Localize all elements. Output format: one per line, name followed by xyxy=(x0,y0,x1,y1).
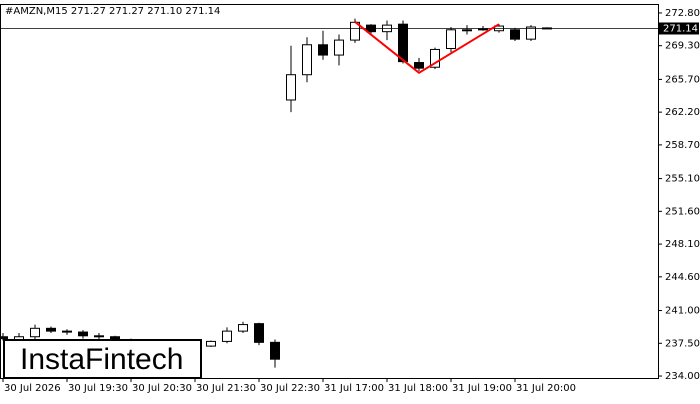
x-tick-label: 31 Jul 18:00 xyxy=(388,383,448,394)
candle-body xyxy=(206,340,216,347)
pattern-line xyxy=(354,21,500,75)
x-tick-label: 30 Jul 21:30 xyxy=(196,383,256,394)
candle-body xyxy=(270,341,280,360)
y-tick-label: 248.10 xyxy=(665,239,700,250)
candle-body xyxy=(510,29,520,40)
candle-body xyxy=(318,44,328,56)
y-tick-label: 237.50 xyxy=(665,338,700,349)
x-tick-label: 30 Jul 19:30 xyxy=(68,383,128,394)
x-tick-label: 31 Jul 19:00 xyxy=(452,383,512,394)
x-tick-label: 30 Jul 22:30 xyxy=(260,383,320,394)
candle-body xyxy=(46,327,56,332)
candle-body xyxy=(398,23,408,63)
y-tick-label: 255.10 xyxy=(665,174,700,185)
candle-body xyxy=(30,327,40,338)
plot-frame xyxy=(0,4,659,379)
candle-body xyxy=(526,26,536,40)
candle-body xyxy=(446,29,456,50)
candle-body xyxy=(222,330,232,342)
chart-header: #AMZN,M15 271.27 271.27 271.10 271.14 xyxy=(5,6,220,17)
candle-body xyxy=(62,330,72,333)
candle-body xyxy=(0,336,8,340)
candle-body xyxy=(478,28,488,31)
y-tick-label: 265.70 xyxy=(665,74,700,85)
candle-body xyxy=(94,335,104,338)
y-tick-label: 272.80 xyxy=(665,8,700,19)
candle-body xyxy=(254,323,264,343)
y-tick-label: 262.20 xyxy=(665,107,700,118)
candle-body xyxy=(302,44,312,76)
watermark-box xyxy=(3,339,202,379)
candle-body xyxy=(414,62,424,69)
x-tick-label: 30 Jul 2026 xyxy=(4,383,61,394)
y-tick-label: 269.30 xyxy=(665,41,700,52)
x-tick-label: 30 Jul 20:30 xyxy=(132,383,192,394)
candle-body xyxy=(78,331,88,337)
y-tick-label: 244.60 xyxy=(665,272,700,283)
candle-body xyxy=(286,74,296,101)
y-tick-label: 234.00 xyxy=(665,371,700,382)
candle-body xyxy=(238,324,248,332)
last-price-box xyxy=(659,22,699,35)
candle-body xyxy=(334,39,344,56)
y-tick-label: 251.60 xyxy=(665,206,700,217)
candle-body xyxy=(430,48,440,68)
candle-body xyxy=(462,29,472,32)
y-tick-label: 258.70 xyxy=(665,140,700,151)
y-tick-label: 241.00 xyxy=(665,306,700,317)
x-tick-label: 31 Jul 17:00 xyxy=(324,383,384,394)
last-price-label: 271.14 xyxy=(663,23,698,34)
x-tick-label: 31 Jul 20:00 xyxy=(516,383,576,394)
watermark: InstaFintech xyxy=(20,343,183,376)
